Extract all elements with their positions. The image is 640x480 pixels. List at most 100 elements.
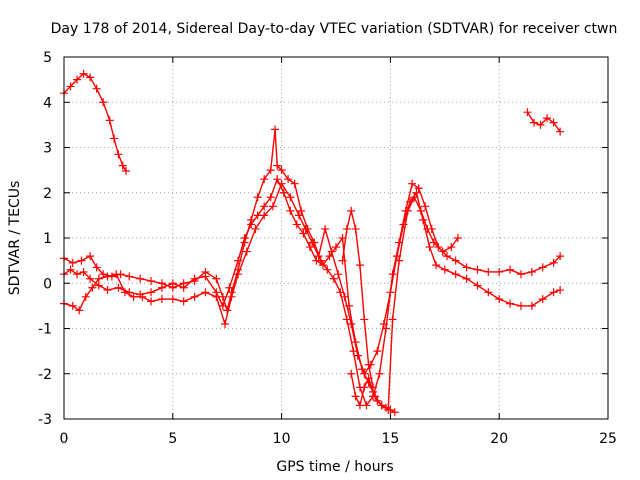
- data-point: [484, 267, 493, 276]
- data-point: [425, 243, 434, 252]
- data-point: [351, 224, 360, 233]
- data-point: [340, 292, 349, 301]
- data-point: [353, 351, 362, 360]
- series-track-5: [60, 179, 565, 378]
- data-point: [382, 403, 391, 412]
- data-point: [292, 220, 301, 229]
- data-point: [312, 256, 321, 265]
- data-point: [201, 272, 210, 281]
- data-point: [351, 392, 360, 401]
- data-point: [75, 306, 84, 315]
- data-point: [253, 193, 262, 202]
- x-tick-label: 25: [599, 431, 617, 447]
- data-point: [295, 211, 304, 220]
- data-point: [234, 256, 243, 265]
- series-track-2: [523, 108, 565, 136]
- data-point: [334, 270, 343, 279]
- data-point: [451, 270, 460, 279]
- data-point: [495, 295, 504, 304]
- grid: [64, 57, 608, 419]
- data-point: [112, 270, 121, 279]
- data-point: [277, 179, 286, 188]
- data-point: [120, 288, 129, 297]
- data-point: [301, 224, 310, 233]
- data-point: [266, 166, 275, 175]
- data-point: [447, 243, 456, 252]
- data-point: [355, 401, 364, 410]
- data-point: [73, 270, 82, 279]
- data-point: [536, 120, 545, 129]
- data-point: [360, 383, 369, 392]
- data-point: [388, 315, 397, 324]
- data-point: [157, 295, 166, 304]
- data-point: [527, 301, 536, 310]
- data-point: [66, 82, 75, 91]
- data-point: [360, 369, 369, 378]
- data-point: [260, 175, 269, 184]
- data-point: [286, 193, 295, 202]
- data-point: [438, 247, 447, 256]
- data-point: [453, 234, 462, 242]
- data-point: [147, 297, 156, 306]
- data-point: [368, 383, 377, 392]
- data-point: [364, 360, 373, 369]
- data-point: [421, 202, 430, 211]
- series-trace: [341, 210, 374, 388]
- data-point: [190, 274, 199, 283]
- data-point: [419, 215, 428, 224]
- axes: 0 5 10 15 20 25 -3 -2 -1 0 1 2 3 4 5: [38, 50, 617, 447]
- data-point: [271, 125, 280, 134]
- data-point: [86, 73, 95, 82]
- data-point: [305, 243, 314, 252]
- x-tick-label: 5: [168, 431, 177, 447]
- data-point: [516, 270, 525, 279]
- data-point: [318, 261, 327, 270]
- data-point: [297, 206, 306, 215]
- data-point: [332, 243, 340, 252]
- data-point: [379, 319, 388, 328]
- data-point: [527, 267, 536, 276]
- data-point: [323, 265, 332, 274]
- data-point: [138, 292, 147, 301]
- data-point: [103, 272, 112, 281]
- data-point: [260, 202, 269, 211]
- chart-title: Day 178 of 2014, Sidereal Day-to-day VTE…: [51, 21, 618, 37]
- data-point: [92, 84, 101, 93]
- data-point: [390, 408, 399, 417]
- data-point: [308, 238, 317, 247]
- data-point: [349, 347, 358, 356]
- data-point: [242, 247, 251, 256]
- data-point: [530, 118, 539, 127]
- data-point: [314, 252, 323, 261]
- data-point: [125, 272, 134, 281]
- data-point: [347, 369, 356, 378]
- data-point: [168, 295, 177, 304]
- data-point: [136, 274, 145, 283]
- y-tick-label: 1: [43, 231, 52, 247]
- data-point: [251, 224, 260, 233]
- data-point: [79, 69, 88, 78]
- data-point: [360, 315, 369, 324]
- data-point: [392, 252, 401, 261]
- data-point: [399, 220, 408, 229]
- data-point: [110, 134, 119, 143]
- y-tick-label: 5: [43, 50, 52, 66]
- data-point: [179, 297, 188, 306]
- data-point: [373, 347, 382, 356]
- data-point: [86, 252, 95, 261]
- data-point: [432, 261, 441, 270]
- data-point: [523, 108, 532, 117]
- data-point: [347, 206, 356, 215]
- data-point: [325, 252, 334, 261]
- data-point: [240, 234, 249, 242]
- data-point: [114, 283, 123, 292]
- series-track-4: [60, 175, 462, 414]
- data-point: [118, 161, 127, 170]
- data-point: [342, 224, 351, 233]
- data-point: [277, 166, 286, 175]
- data-point: [94, 274, 103, 283]
- data-point: [286, 206, 295, 215]
- data-point: [373, 396, 382, 405]
- data-point: [327, 247, 336, 256]
